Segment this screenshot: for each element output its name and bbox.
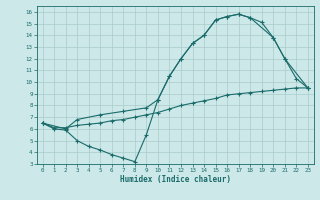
X-axis label: Humidex (Indice chaleur): Humidex (Indice chaleur) (120, 175, 231, 184)
